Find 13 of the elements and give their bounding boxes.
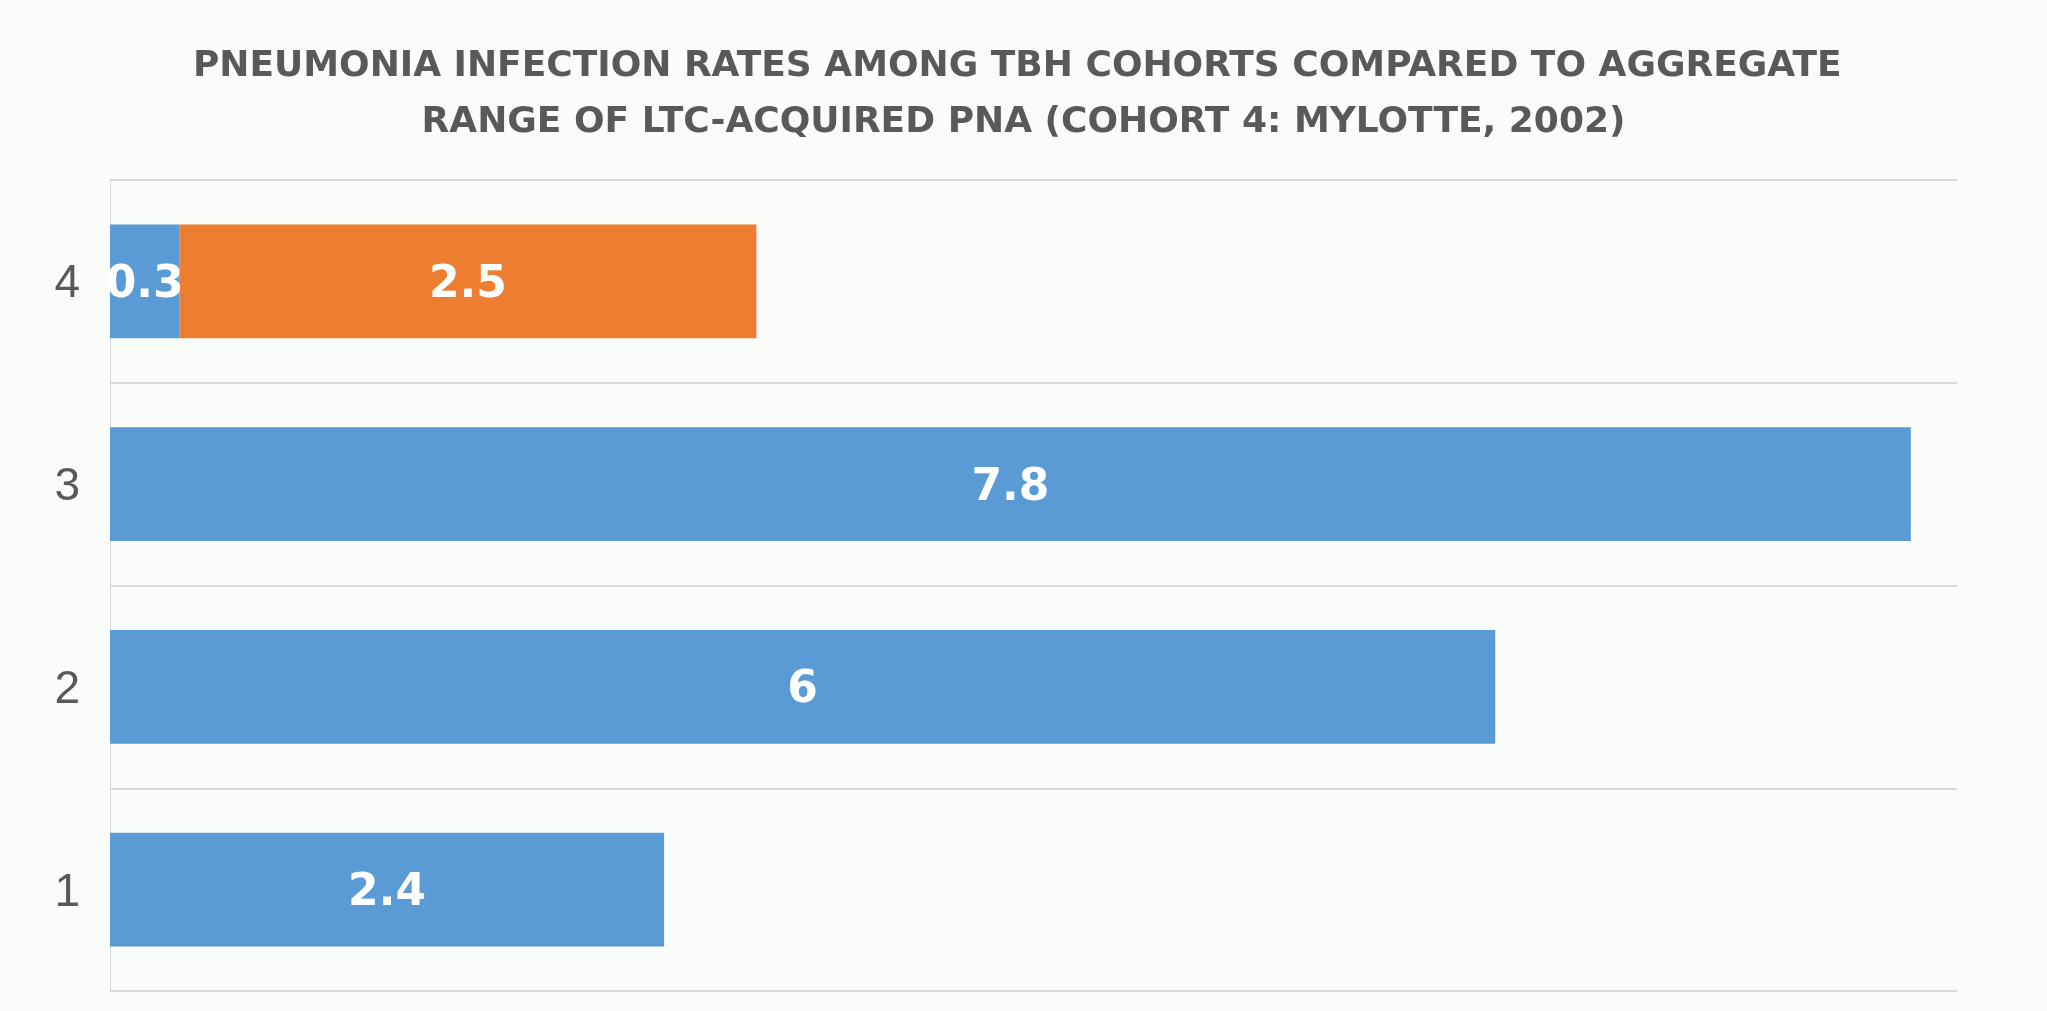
bar <box>110 630 1496 744</box>
bar <box>110 427 1911 541</box>
data-label: 2.5 <box>428 255 507 307</box>
chart-title: PNEUMONIA INFECTION RATES AMONG TBH COHORTS COMPARED TO AGGREGATE RANGE OF LTC-ACQUIRED PNA (COHORT 4: MYLOTTE, 2002) <box>192 42 1855 140</box>
data-label: 2.4 <box>348 864 427 916</box>
bar <box>179 224 757 339</box>
y-tick-label: 2 <box>54 660 80 713</box>
data-label: 7.8 <box>971 458 1050 510</box>
y-tick-label: 3 <box>54 458 80 511</box>
y-tick-label: 4 <box>54 255 80 308</box>
bar <box>110 832 665 947</box>
data-label: 6 <box>787 661 818 713</box>
y-tick-label: 1 <box>54 863 80 916</box>
